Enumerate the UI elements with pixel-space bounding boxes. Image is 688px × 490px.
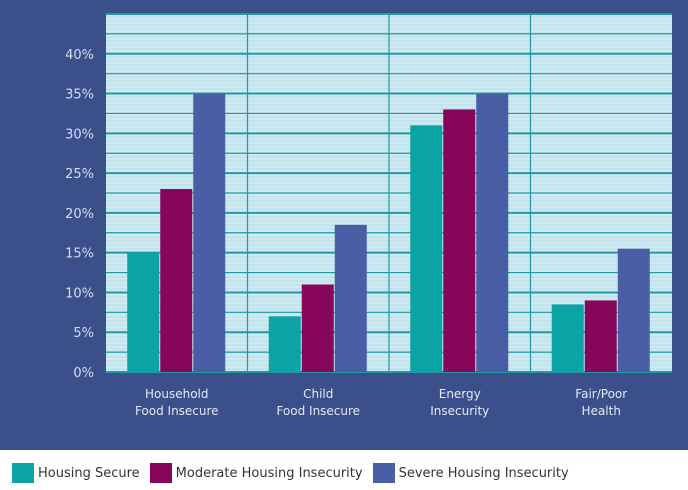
legend-item: Housing Secure	[12, 463, 140, 483]
y-tick-label: 15%	[65, 247, 94, 262]
bar-moderate-2	[443, 109, 476, 372]
bar-severe-3	[617, 248, 650, 372]
bar-severe-0	[193, 93, 226, 373]
legend-label: Severe Housing Insecurity	[398, 465, 569, 481]
y-tick-label: 5%	[73, 326, 94, 341]
legend-item: Severe Housing Insecurity	[372, 463, 569, 483]
bars	[127, 93, 650, 373]
x-category-label: Energy Insecurity	[430, 387, 489, 418]
y-tick-label: 25%	[65, 167, 94, 182]
legend-label: Moderate Housing Insecurity	[175, 465, 363, 481]
bar-secure-3	[551, 304, 584, 372]
y-axis-ticks: 0% 5% 10% 15% 20% 25% 30% 35% 40%	[65, 48, 94, 381]
x-category-label: Household Food Insecure	[135, 387, 219, 418]
legend-swatch	[12, 463, 34, 483]
y-tick-label: 35%	[65, 88, 94, 103]
bar-severe-2	[476, 93, 509, 373]
legend-label: Housing Secure	[38, 465, 140, 481]
chart: 0% 5% 10% 15% 20% 25% 30% 35% 40% Household Food …	[0, 0, 688, 450]
bar-secure-2	[410, 125, 443, 372]
legend: Housing Secure Moderate Housing Insecurit…	[12, 460, 688, 486]
legend-swatch	[372, 463, 395, 483]
bar-secure-0	[127, 252, 160, 372]
y-tick-label: 10%	[65, 286, 94, 301]
bar-secure-1	[268, 316, 301, 372]
y-tick-label: 0%	[73, 366, 94, 381]
bar-moderate-3	[584, 300, 617, 372]
legend-swatch	[149, 463, 172, 483]
legend-item: Moderate Housing Insecurity	[149, 463, 363, 483]
y-tick-label: 30%	[65, 127, 94, 142]
bar-moderate-0	[160, 189, 193, 372]
x-category-label: Fair/Poor Health	[575, 387, 627, 418]
x-axis-categories: Household Food Insecure Child Food Insecure…	[135, 387, 627, 418]
x-category-label: Child Food Insecure	[276, 387, 360, 418]
y-tick-label: 20%	[65, 207, 94, 222]
y-tick-label: 40%	[65, 48, 94, 63]
bar-severe-1	[334, 224, 367, 372]
bar-moderate-1	[301, 284, 334, 372]
